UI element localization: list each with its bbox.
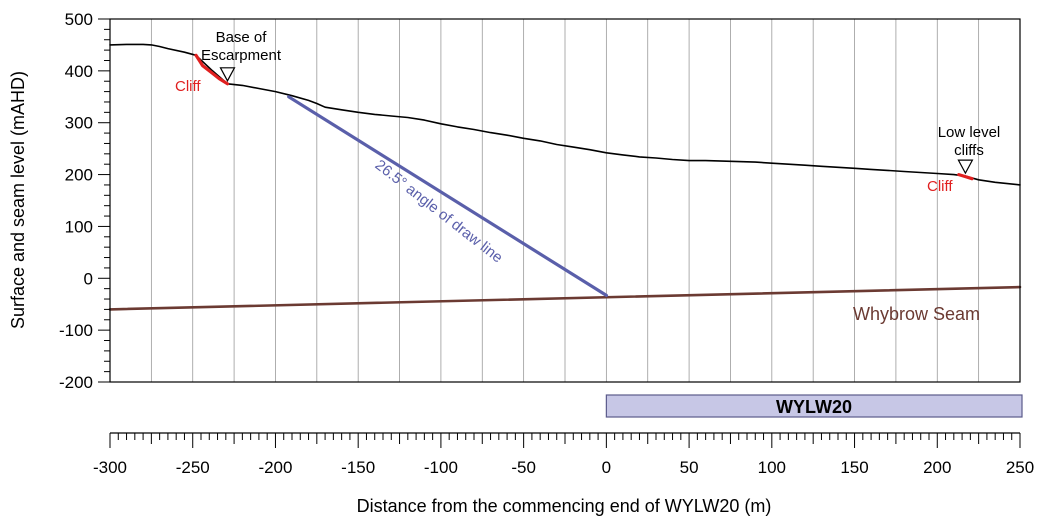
x-tick-label: 200 [923, 458, 951, 477]
y-tick-label: 500 [65, 10, 93, 29]
series-draw-line [287, 95, 609, 297]
annotation-base-of: Base of [216, 29, 268, 46]
series-surface-line [109, 43, 1021, 186]
x-tick-label: -200 [258, 458, 292, 477]
x-axis-title: Distance from the commencing end of WYLW… [357, 496, 772, 516]
x-tick-label: 50 [680, 458, 699, 477]
y-tick-label: 0 [84, 269, 93, 288]
x-tick-label: -150 [341, 458, 375, 477]
x-tick-label: 250 [1006, 458, 1034, 477]
series-seam-line [108, 285, 1022, 311]
x-tick-label: 100 [758, 458, 786, 477]
annotation-cliff-left: Cliff [175, 78, 201, 95]
series-cliff-left-line [194, 53, 230, 86]
panel-label: WYLW20 [776, 397, 852, 417]
seam-label: Whybrow Seam [853, 304, 980, 324]
wylw20-panel [605, 394, 1023, 418]
grid [150, 19, 980, 382]
x-tick-label: -250 [176, 458, 210, 477]
marker-base-escarpment [219, 67, 236, 83]
annotation-cliff-right: Cliff [927, 178, 953, 195]
x-tick-label: -100 [424, 458, 458, 477]
series-layer [108, 43, 1022, 311]
y-axis-title: Surface and seam level (mAHD) [8, 71, 28, 329]
draw-line-label: 26.5° angle of draw line [372, 156, 506, 266]
annotation-escarpment: Escarpment [201, 47, 282, 64]
y-tick-label: 100 [65, 217, 93, 236]
y-tick-label: -100 [59, 321, 93, 340]
panel-group: WYLW20 [605, 394, 1023, 418]
x-tick-label: 0 [602, 458, 611, 477]
marker-low-level-cliffs [957, 159, 974, 175]
annotation-cliffs: cliffs [954, 142, 984, 159]
y-tick-label: -200 [59, 373, 93, 392]
y-tick-label: 200 [65, 166, 93, 185]
annotation-low-level: Low level [938, 124, 1001, 141]
x-tick-label: -300 [93, 458, 127, 477]
y-tick-label: 400 [65, 62, 93, 81]
x-tick-label: -50 [511, 458, 536, 477]
x-tick-label: 150 [840, 458, 868, 477]
series-cliff-right-line [957, 173, 974, 181]
y-tick-label: 300 [65, 114, 93, 133]
plot-frame [109, 18, 1021, 383]
annotations: Base of Escarpment Cliff Low level cliff… [175, 29, 1000, 324]
